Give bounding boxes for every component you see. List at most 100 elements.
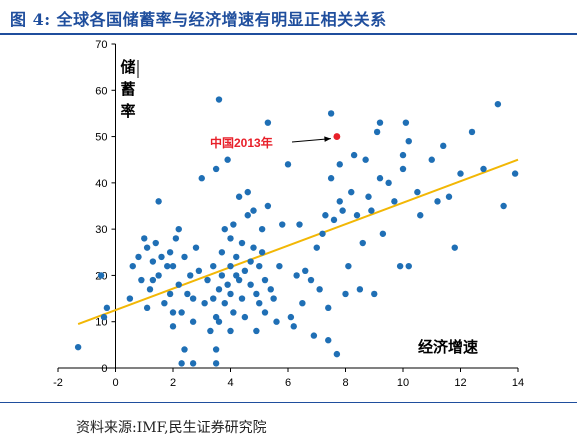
y-axis-label-char: 率 <box>120 102 135 120</box>
data-point <box>218 249 226 256</box>
data-point <box>204 276 211 284</box>
data-point <box>146 286 154 293</box>
data-point <box>181 346 188 353</box>
data-point <box>215 318 223 325</box>
data-point <box>227 327 234 335</box>
data-point <box>330 216 338 224</box>
data-point <box>152 239 159 247</box>
data-point <box>218 272 226 279</box>
annotation-layer: 中国2013年 <box>137 60 341 150</box>
data-point <box>362 156 369 163</box>
data-point <box>100 313 108 321</box>
data-point <box>284 161 292 168</box>
annotation-arrow-head <box>324 136 331 142</box>
data-point <box>267 286 274 293</box>
data-point <box>155 272 162 279</box>
data-point <box>365 193 372 200</box>
data-point <box>327 175 335 182</box>
data-point <box>233 272 240 279</box>
y-tick-label: 0 <box>101 363 107 375</box>
data-point <box>212 165 220 173</box>
data-point <box>215 286 223 293</box>
x-tick-label: 4 <box>227 377 233 389</box>
data-point <box>189 318 197 325</box>
data-point <box>235 193 243 200</box>
data-point <box>385 179 392 187</box>
data-point <box>313 244 320 251</box>
data-point <box>451 244 458 251</box>
data-point <box>247 258 254 265</box>
data-point <box>379 230 387 237</box>
data-point <box>201 300 208 307</box>
data-point <box>195 267 203 274</box>
data-point <box>97 272 105 279</box>
data-point <box>224 281 231 288</box>
data-point <box>238 295 246 302</box>
data-point <box>270 295 277 302</box>
data-point <box>175 225 182 233</box>
data-point <box>215 96 223 103</box>
data-point <box>316 286 323 293</box>
data-point <box>299 300 306 307</box>
annotation-arrow-line <box>291 138 331 143</box>
y-tick-label: 50 <box>95 132 107 144</box>
data-point <box>149 276 157 284</box>
data-point <box>417 212 424 219</box>
data-point <box>74 343 82 351</box>
data-point <box>235 276 243 284</box>
data-point <box>348 188 355 196</box>
y-axis-label-char: 储 <box>120 58 135 76</box>
data-point <box>212 313 220 321</box>
data-point <box>169 262 177 270</box>
x-axis: -2 0 2 4 6 8 10 12 14 <box>53 367 524 389</box>
data-point <box>333 350 341 358</box>
data-point <box>457 170 464 177</box>
data-point <box>184 290 191 298</box>
source-note: 资料来源:IMF,民生证券研究院 <box>76 420 267 436</box>
data-point <box>342 290 349 298</box>
data-point <box>155 198 162 205</box>
x-tick-label: 0 <box>112 377 118 389</box>
data-point <box>238 239 246 247</box>
data-point <box>169 309 177 316</box>
data-point <box>290 323 297 330</box>
data-point <box>256 300 263 307</box>
points-layer <box>74 96 519 367</box>
data-point <box>261 309 269 316</box>
data-point <box>221 300 228 307</box>
data-point <box>310 332 318 339</box>
data-point <box>187 272 194 279</box>
data-point <box>181 253 188 261</box>
y-tick-label: 60 <box>95 85 107 97</box>
data-point <box>210 262 217 270</box>
data-point <box>230 309 237 316</box>
data-point <box>307 276 315 284</box>
y-tick-label: 70 <box>95 39 107 51</box>
data-point <box>250 207 257 214</box>
data-point <box>296 221 303 228</box>
bottom-divider <box>0 402 577 403</box>
data-point <box>293 272 300 279</box>
data-point <box>468 128 476 136</box>
data-point <box>428 156 435 163</box>
data-point <box>221 225 228 233</box>
data-point <box>227 290 234 298</box>
data-point <box>227 235 234 242</box>
data-point <box>149 258 157 265</box>
data-point <box>319 230 326 237</box>
data-point <box>258 225 266 233</box>
china-2013-point <box>333 133 341 140</box>
data-point <box>325 304 332 312</box>
data-point <box>405 138 412 145</box>
data-point <box>169 323 177 330</box>
x-axis-label: 经济增速 <box>418 338 478 356</box>
data-point <box>302 267 309 274</box>
data-point <box>138 276 145 284</box>
data-point <box>276 262 283 270</box>
data-point <box>126 295 134 302</box>
data-point <box>233 253 240 261</box>
y-axis-label: 储蓄率 <box>120 58 135 120</box>
data-point <box>325 337 332 344</box>
data-point <box>434 198 441 205</box>
y-tick-label: 30 <box>95 224 107 236</box>
